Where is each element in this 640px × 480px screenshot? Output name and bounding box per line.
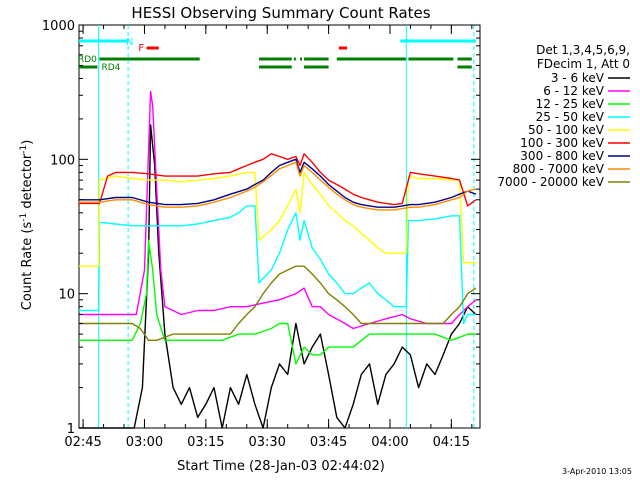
x-tick-label-5: 04:00 [371, 435, 408, 450]
series-line-2 [79, 239, 476, 365]
flag-rd4-label: RD4 [102, 63, 121, 73]
legend-label-7: 800 - 7000 keV [513, 162, 605, 176]
series-lines [79, 90, 477, 429]
flag-rd0-label: RD0 [78, 55, 97, 65]
x-tick-label-2: 03:15 [187, 435, 224, 450]
series-line-0 [79, 124, 477, 429]
series-line-5 [79, 153, 477, 207]
timestamp: 3-Apr-2010 13:05 [562, 467, 632, 476]
legend-label-3: 25 - 50 keV [536, 110, 605, 124]
legend-label-0: 3 - 6 keV [551, 71, 605, 85]
flag-n-label: N [126, 37, 133, 48]
y-tick-label-1: 10 [58, 288, 75, 303]
x-tick-label-3: 03:30 [248, 435, 285, 450]
legend-label-6: 300 - 800 keV [520, 149, 604, 163]
x-tick-label-0: 02:45 [64, 435, 101, 450]
legend-label-2: 12 - 25 keV [536, 97, 605, 111]
x-tick-label-4: 03:45 [310, 435, 347, 450]
y-tick-label-2: 100 [50, 153, 75, 168]
series-line-8 [79, 265, 477, 341]
series-line-3 [79, 205, 476, 325]
plot-area: NF RD0 RD4 1 10 100 1000 02:45 03:00 03:15 03:30… [42, 19, 481, 450]
x-axis-ticks: 02:45 03:00 03:15 03:30 03:45 04:00 04:15 [64, 25, 473, 450]
legend-label-1: 6 - 12 keV [543, 84, 605, 98]
x-tick-label-1: 03:00 [126, 435, 163, 450]
series-line-4 [79, 171, 476, 267]
legend-header-line-2: FDecim 1, Att 0 [537, 57, 630, 71]
series-line-7 [79, 161, 477, 211]
x-tick-label-6: 04:15 [433, 435, 470, 450]
y-axis-label: Count Rate (s-1 detector-1) [19, 140, 35, 311]
legend-header-line-1: Det 1,3,4,5,6,9, [536, 43, 630, 57]
y-axis-ticks: 1 10 100 1000 [42, 19, 480, 437]
flag-f-label: F [138, 43, 144, 54]
legend-label-4: 50 - 100 keV [528, 123, 605, 137]
y-tick-label-3: 1000 [42, 19, 75, 34]
legend-label-8: 7000 - 20000 keV [497, 175, 604, 189]
legend: Det 1,3,4,5,6,9, FDecim 1, Att 0 3 - 6 k… [497, 43, 630, 189]
observing-flags: NF RD0 RD4 [78, 37, 476, 73]
x-axis-label: Start Time (28-Jan-03 02:44:02) [177, 459, 385, 474]
y-tick-label-0: 1 [67, 422, 75, 437]
legend-label-5: 100 - 300 keV [520, 136, 604, 150]
chart-title: HESSI Observing Summary Count Rates [131, 4, 430, 22]
series-line-6 [79, 158, 477, 208]
plot-frame [78, 24, 481, 429]
series-line-1 [79, 90, 477, 330]
